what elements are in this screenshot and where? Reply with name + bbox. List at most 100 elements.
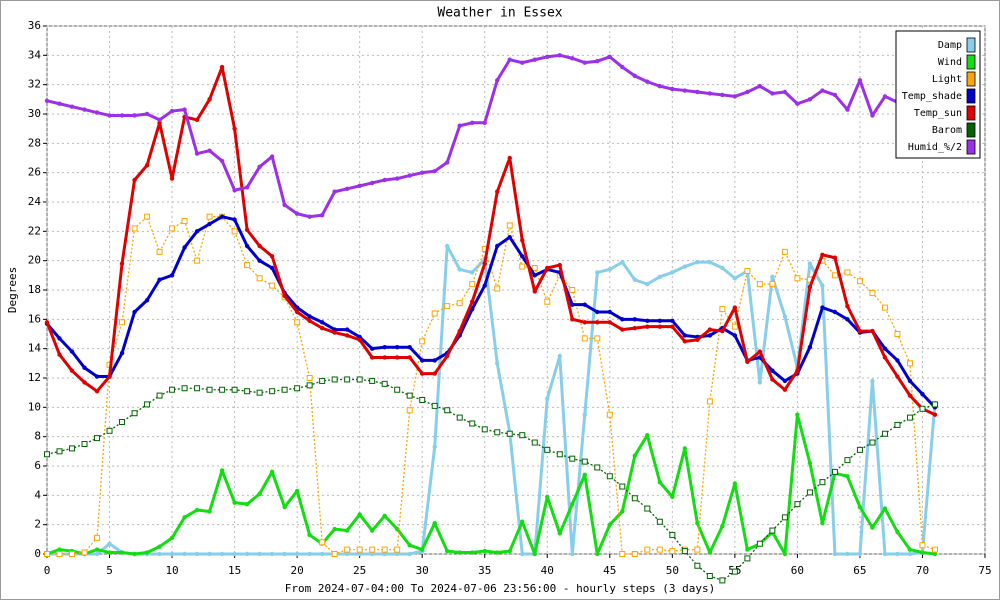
point — [844, 457, 851, 464]
point — [232, 126, 237, 131]
point — [407, 173, 412, 178]
point — [394, 355, 400, 360]
point — [919, 405, 926, 412]
point — [519, 263, 526, 270]
point — [94, 547, 100, 552]
point — [207, 97, 212, 102]
point — [745, 89, 750, 95]
point — [869, 289, 876, 296]
point — [894, 421, 901, 428]
point — [269, 265, 275, 271]
point — [882, 355, 888, 360]
point — [795, 101, 800, 106]
point — [381, 546, 388, 553]
point — [695, 89, 700, 95]
point — [645, 318, 650, 323]
point — [744, 555, 751, 562]
point — [306, 375, 313, 381]
series-line — [46, 413, 936, 556]
point — [194, 229, 200, 234]
point — [344, 327, 350, 332]
y-tick-label: 4 — [34, 488, 41, 501]
point — [732, 94, 738, 99]
point — [820, 305, 825, 310]
point — [569, 287, 576, 293]
point — [820, 283, 825, 288]
point — [457, 328, 462, 334]
point — [69, 368, 75, 373]
point — [657, 274, 663, 279]
x-tick-label: 5 — [106, 564, 113, 577]
point — [832, 309, 838, 315]
point — [606, 473, 613, 480]
point — [770, 377, 775, 382]
point — [920, 550, 925, 555]
point — [557, 262, 562, 268]
point — [694, 562, 701, 569]
point — [632, 73, 638, 79]
point — [207, 509, 212, 514]
point — [182, 551, 187, 557]
point — [382, 551, 387, 557]
point — [420, 358, 425, 363]
point — [595, 320, 600, 325]
point — [495, 78, 500, 83]
point — [57, 101, 62, 106]
point — [319, 320, 325, 325]
point — [882, 551, 888, 557]
point — [832, 255, 838, 260]
point — [119, 113, 125, 118]
point — [94, 534, 101, 541]
point — [620, 509, 625, 514]
point — [119, 261, 125, 266]
point — [206, 386, 213, 393]
x-tick-label: 0 — [44, 564, 51, 577]
point — [444, 407, 451, 414]
x-tick-label: 70 — [916, 564, 929, 577]
point — [745, 359, 750, 365]
point — [807, 345, 813, 350]
point — [570, 56, 575, 61]
point — [257, 491, 262, 497]
legend-label: Damp — [938, 40, 962, 51]
point — [532, 289, 537, 294]
point — [770, 274, 775, 279]
x-tick-label: 40 — [541, 564, 554, 577]
point — [831, 468, 838, 475]
point — [244, 185, 250, 190]
point — [781, 248, 788, 255]
series-line — [45, 215, 937, 409]
point — [344, 333, 350, 338]
point — [344, 551, 350, 557]
point — [182, 245, 187, 250]
point — [269, 282, 276, 289]
point — [107, 374, 112, 379]
point — [457, 267, 462, 272]
point — [482, 261, 487, 266]
point — [694, 546, 701, 553]
point — [870, 378, 875, 384]
point — [619, 483, 626, 490]
point — [44, 320, 50, 325]
y-tick-label: 28 — [28, 136, 41, 149]
point — [770, 368, 775, 373]
point — [632, 317, 638, 322]
point — [282, 551, 287, 557]
point — [657, 83, 663, 89]
point — [695, 259, 700, 265]
y-tick-label: 0 — [34, 547, 41, 560]
point — [794, 501, 801, 508]
point — [394, 386, 401, 393]
point — [445, 243, 450, 249]
point — [419, 338, 426, 345]
point — [707, 327, 713, 332]
point — [281, 386, 288, 393]
chart-title: Weather in Essex — [437, 6, 562, 21]
point — [532, 273, 537, 278]
point — [69, 349, 75, 354]
point — [119, 319, 126, 326]
point — [670, 270, 675, 275]
point — [232, 217, 237, 222]
y-tick-label: 10 — [28, 400, 41, 413]
point — [94, 551, 100, 557]
